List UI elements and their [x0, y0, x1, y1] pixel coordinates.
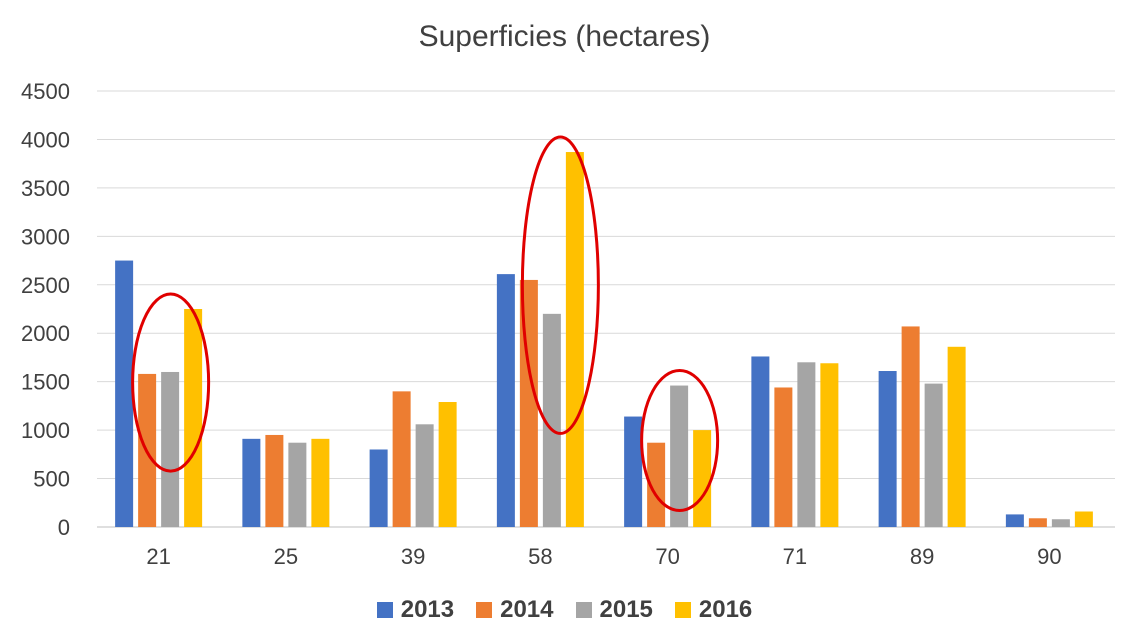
x-tick-label: 21 — [146, 544, 170, 569]
y-tick-label: 3500 — [21, 176, 70, 201]
y-tick-label: 500 — [33, 467, 70, 492]
x-tick-label: 58 — [528, 544, 552, 569]
legend-label: 2016 — [698, 596, 753, 623]
bar-2014-39 — [392, 391, 411, 527]
x-tick-label: 90 — [1037, 544, 1061, 569]
y-tick-label: 0 — [58, 515, 70, 540]
y-tick-label: 2000 — [21, 321, 70, 346]
bar-2014-71 — [774, 387, 793, 527]
legend-item-2013: 2013 — [376, 596, 455, 624]
legend: 2013 2014 2015 2016 — [0, 596, 1129, 624]
bar-2016-70 — [693, 430, 712, 527]
chart-title: Superficies (hectares) — [418, 20, 711, 53]
bar-2013-90 — [1005, 514, 1024, 527]
bar-2013-39 — [369, 449, 388, 527]
annotation-ellipse — [520, 135, 600, 435]
bar-2013-21 — [115, 260, 134, 527]
bar-2013-58 — [496, 274, 515, 527]
y-tick-label: 4000 — [21, 127, 70, 152]
bar-2015-21 — [161, 371, 180, 527]
x-tick-label: 39 — [401, 544, 425, 569]
x-tick-label: 25 — [274, 544, 298, 569]
legend-swatch — [575, 602, 592, 618]
bar-2014-90 — [1028, 518, 1047, 527]
x-tick-label: 89 — [910, 544, 934, 569]
bar-2013-25 — [242, 438, 261, 527]
x-tick-label: 70 — [655, 544, 679, 569]
bar-2016-25 — [311, 438, 330, 527]
bar-2015-89 — [924, 383, 943, 527]
annotation-ellipse — [640, 369, 720, 513]
bar-2016-71 — [820, 363, 839, 527]
bar-2013-70 — [624, 416, 643, 527]
y-tick-label: 1500 — [21, 370, 70, 395]
bar-2016-90 — [1074, 511, 1093, 527]
bar-2014-89 — [901, 326, 920, 527]
legend-swatch — [376, 602, 393, 618]
bar-2015-90 — [1051, 519, 1070, 527]
bar-2015-58 — [542, 313, 561, 527]
bar-2015-39 — [415, 424, 434, 527]
x-tick-label: 71 — [783, 544, 807, 569]
y-tick-label: 3000 — [21, 224, 70, 249]
legend-swatch — [674, 602, 691, 618]
legend-item-2016: 2016 — [674, 596, 753, 624]
legend-label: 2014 — [500, 596, 554, 623]
bar-2016-58 — [565, 152, 584, 528]
bar-2013-71 — [751, 356, 770, 527]
bar-2014-25 — [265, 434, 284, 527]
legend-label: 2015 — [599, 596, 653, 623]
bar-2014-70 — [647, 442, 666, 527]
legend-label: 2013 — [400, 596, 455, 623]
bar-2015-70 — [670, 385, 689, 527]
bar-2016-39 — [438, 402, 457, 527]
y-tick-label: 4500 — [21, 79, 70, 104]
legend-swatch — [476, 602, 493, 618]
y-tick-label: 2500 — [21, 273, 70, 298]
bar-2016-89 — [947, 346, 966, 527]
y-tick-label: 1000 — [21, 418, 70, 443]
legend-item-2015: 2015 — [575, 596, 653, 624]
bar-2016-21 — [184, 309, 203, 527]
bar-2013-89 — [878, 371, 897, 527]
annotation-ellipse — [131, 292, 211, 473]
bar-2015-25 — [288, 442, 307, 527]
legend-item-2014: 2014 — [476, 596, 554, 624]
bar-2015-71 — [797, 362, 816, 527]
